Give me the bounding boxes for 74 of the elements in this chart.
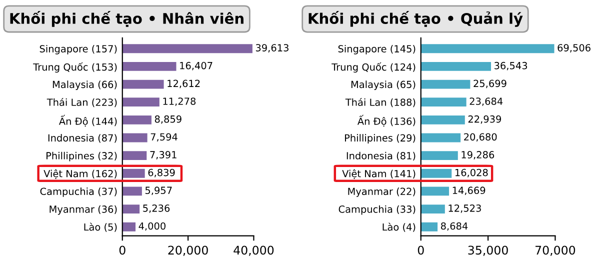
bar: [420, 44, 554, 54]
y-tick-label: Lào (4): [382, 222, 416, 232]
bar: [420, 62, 492, 71]
data-label: 36,543: [494, 62, 528, 70]
data-label: 23,684: [470, 98, 503, 106]
bar: [122, 204, 140, 214]
x-tick-label: 20,000: [168, 246, 208, 256]
bar: [122, 151, 147, 160]
data-label: 8,859: [154, 115, 182, 124]
y-tick-label: Singapore (157): [40, 44, 117, 54]
y-tick-label: Singapore (145): [338, 44, 416, 54]
y-tick-label: Malaysia (66): [52, 80, 117, 90]
data-label: 5,236: [143, 204, 170, 213]
bar: [122, 115, 152, 124]
y-tick-label: Campuchia (33): [338, 205, 416, 215]
data-label: 11,278: [163, 98, 196, 106]
data-label: 12,523: [448, 204, 481, 213]
data-label: 20,680: [464, 133, 497, 142]
y-tick-label: Malaysia (65): [351, 80, 416, 90]
x-tick-label: 0: [418, 246, 424, 255]
y-tick-label: Ấn Độ (144): [58, 114, 117, 127]
y-tick-label: Lào (5): [84, 222, 117, 232]
y-tick-label: Trung Quốc (153): [33, 62, 117, 73]
data-label: 5,957: [145, 186, 172, 196]
y-tick-label: Myanmar (36): [50, 205, 117, 215]
bar: [122, 222, 136, 232]
data-label: 4,000: [138, 222, 166, 231]
bar: [122, 186, 142, 196]
bar: [122, 133, 148, 142]
bar: [122, 80, 164, 89]
data-label: 16,407: [180, 62, 212, 70]
x-tick-label: 40,000: [234, 246, 274, 256]
chart-title: Khối phi chế tạo • Quản lý: [308, 11, 523, 27]
chart-title: Khối phi chế tạo • Nhân viên: [10, 11, 244, 27]
y-tick-label: Việt Nam (141): [342, 169, 416, 179]
x-tick-label: 35,000: [468, 246, 508, 256]
bar: [420, 80, 470, 89]
y-tick-label: Myanmar (22): [348, 188, 416, 197]
y-tick-label: Thái Lan (188): [345, 98, 416, 108]
y-tick-label: Phillipines (29): [345, 134, 416, 144]
data-label: 12,612: [168, 80, 200, 88]
bar: [122, 62, 176, 71]
data-label: 69,506: [558, 44, 590, 52]
y-tick-label: Trung Quốc (124): [332, 62, 416, 73]
data-label: 14,669: [452, 186, 486, 196]
bar: [420, 168, 452, 178]
data-label: 16,028: [455, 168, 488, 178]
y-tick-label: Phillipines (32): [46, 152, 117, 162]
data-label: 6,839: [148, 168, 175, 178]
bar: [420, 204, 445, 214]
bar: [420, 186, 450, 196]
y-tick-label: Campuchia (37): [40, 188, 117, 197]
data-label: 39,613: [256, 44, 288, 52]
data-label: 19,286: [462, 151, 494, 160]
y-tick-label: Việt Nam (162): [44, 169, 117, 179]
data-label: 7,594: [150, 133, 178, 142]
data-label: 22,939: [468, 115, 502, 124]
bar: [122, 98, 160, 107]
x-tick-label: 0: [119, 246, 126, 255]
y-tick-label: Indonesia (81): [346, 152, 416, 161]
bar: [420, 115, 465, 124]
y-tick-label: Ấn Độ (136): [357, 114, 416, 127]
x-tick-label: 70,000: [536, 246, 576, 256]
data-label: 8,684: [440, 222, 468, 231]
bar: [122, 44, 252, 54]
y-tick-label: Indonesia (87): [48, 134, 117, 143]
y-tick-label: Thái Lan (223): [46, 98, 117, 108]
bar: [420, 98, 466, 107]
bar: [420, 151, 458, 160]
data-label: 25,699: [474, 80, 506, 88]
bar: [420, 222, 438, 232]
bar: [122, 168, 145, 178]
data-label: 7,391: [150, 151, 176, 160]
bar: [420, 133, 461, 142]
